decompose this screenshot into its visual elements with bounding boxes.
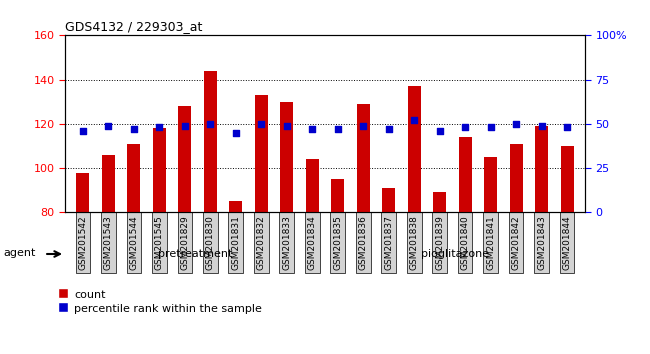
Text: agent: agent [3,248,36,258]
Point [307,126,317,132]
Bar [255,95,268,354]
Text: pioglitazone: pioglitazone [421,249,489,259]
Point [409,118,419,123]
Bar [280,102,293,354]
Point [333,126,343,132]
Point [154,125,164,130]
Point [205,121,216,127]
Bar [102,155,114,354]
Point [129,126,139,132]
Text: GDS4132 / 229303_at: GDS4132 / 229303_at [65,20,202,33]
Bar [332,179,344,354]
Point [231,130,241,136]
Bar [510,144,523,354]
Bar [229,201,242,354]
Bar [536,126,548,354]
Bar [204,71,216,354]
Point [434,128,445,134]
Point [460,125,471,130]
Point [179,123,190,129]
Point [384,126,394,132]
Point [486,125,496,130]
Legend: count, percentile rank within the sample: count, percentile rank within the sample [58,289,262,314]
Point [536,123,547,129]
Bar [127,144,140,354]
Bar [179,106,191,354]
Point [281,123,292,129]
Point [562,125,573,130]
Bar [306,159,318,354]
Bar [153,128,166,354]
Point [103,123,114,129]
Point [358,123,369,129]
Bar [382,188,395,354]
Point [511,121,521,127]
Text: pretreatment: pretreatment [158,249,232,259]
Bar [484,157,497,354]
Bar [357,104,370,354]
Bar [434,193,446,354]
Bar [561,146,573,354]
Bar [459,137,471,354]
Bar [77,172,89,354]
Point [256,121,266,127]
Bar [408,86,421,354]
Point [77,128,88,134]
